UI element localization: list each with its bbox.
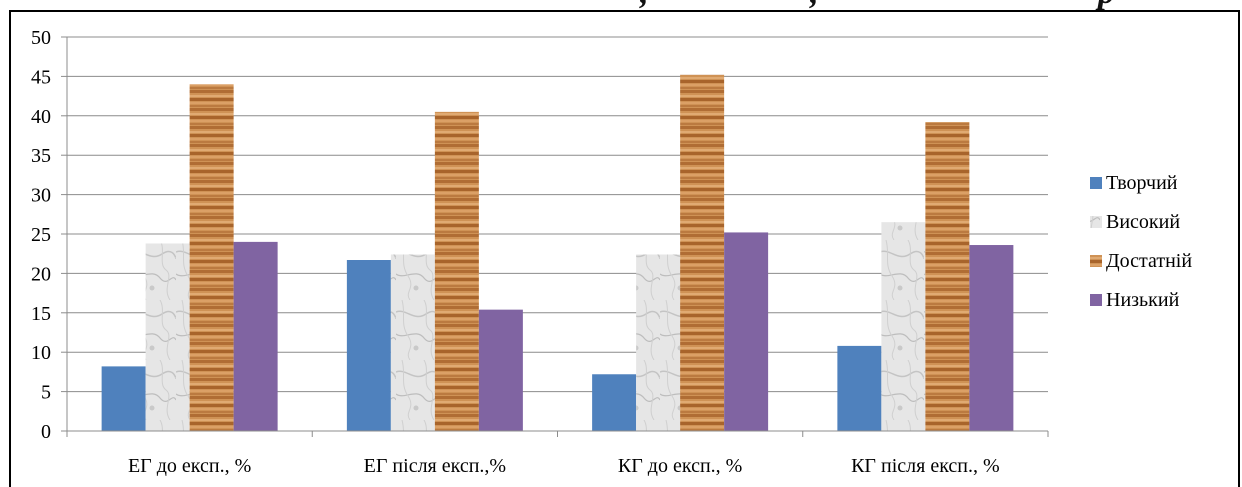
heading-fragment: р <box>1098 0 1115 12</box>
legend-label: Низький <box>1106 289 1180 311</box>
x-axis: ЕГ до експ., % ЕГ після експ.,% КГ до експ… <box>66 430 1049 477</box>
legend-swatch <box>1090 255 1102 267</box>
bar-Високий-0 <box>145 243 190 431</box>
legend-label: Достатній <box>1106 250 1192 272</box>
bar-Низький-0 <box>233 241 278 431</box>
legend-label: Творчий <box>1106 172 1178 194</box>
x-tick-label: КГ після експ., % <box>851 455 1000 477</box>
y-tick-label: 20 <box>31 263 51 285</box>
bar-Творчий-3 <box>837 345 882 431</box>
bar-Низький-3 <box>969 245 1014 431</box>
y-tick-label: 15 <box>31 303 51 325</box>
legend-swatch <box>1090 294 1102 306</box>
legend-swatch <box>1090 216 1102 228</box>
bar-Творчий-1 <box>346 260 391 431</box>
chart-frame <box>9 10 1240 487</box>
bar-Високий-2 <box>636 254 681 431</box>
heading-fragment: , <box>640 0 649 12</box>
y-tick-label: 0 <box>41 421 51 443</box>
heading-fragment: , <box>810 0 819 12</box>
bar-Низький-2 <box>724 232 769 431</box>
y-tick-label: 30 <box>31 185 51 207</box>
page-title: , , р <box>0 0 1242 14</box>
legend-swatch <box>1090 177 1102 189</box>
bar-Високий-3 <box>881 222 926 431</box>
y-tick-label: 5 <box>41 382 51 404</box>
bars <box>101 74 1014 432</box>
y-tick-label: 10 <box>31 342 51 364</box>
y-tick-label: 35 <box>31 145 51 167</box>
y-tick-label: 40 <box>31 106 51 128</box>
y-axis-ticks: 0 5 10 15 20 25 30 35 40 45 50 <box>31 27 51 443</box>
bar-Високий-1 <box>390 254 435 431</box>
bar-Достатній-0 <box>189 84 234 431</box>
bar-Достатній-3 <box>925 122 970 431</box>
bar-Низький-1 <box>478 309 523 431</box>
bar-Творчий-2 <box>592 374 637 431</box>
y-tick-label: 25 <box>31 224 51 246</box>
x-tick-label: КГ до експ., % <box>618 455 742 477</box>
y-tick-label: 45 <box>31 66 51 88</box>
bar-Достатній-2 <box>680 74 725 431</box>
y-tick-label: 50 <box>31 27 51 49</box>
legend: Творчий Високий Достатній Низький <box>1090 172 1192 311</box>
x-tick-label: ЕГ після експ.,% <box>364 455 506 477</box>
bar-Достатній-1 <box>434 111 479 432</box>
x-tick-label: ЕГ до експ., % <box>128 455 251 477</box>
legend-label: Високий <box>1106 211 1180 233</box>
bar-Творчий-0 <box>101 366 146 431</box>
